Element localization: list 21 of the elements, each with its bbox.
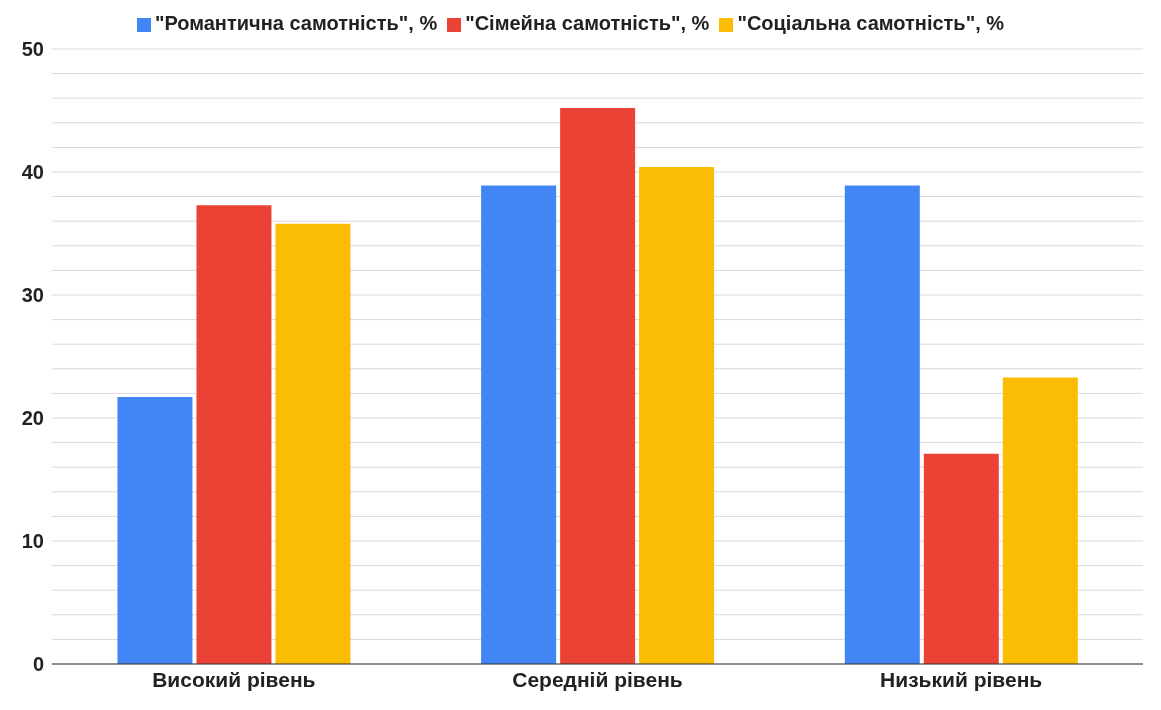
x-tick-label: Високий рівень: [152, 667, 316, 691]
y-tick-label: 50: [21, 38, 44, 61]
x-tick-label: Низький рівень: [880, 667, 1043, 691]
bar: [639, 167, 715, 664]
bar: [844, 185, 920, 664]
bar: [481, 185, 557, 664]
bar: [117, 397, 193, 664]
y-tick-label: 40: [21, 161, 44, 184]
y-tick-label: 30: [21, 284, 44, 307]
bar: [1002, 377, 1078, 664]
legend-label: "Романтична самотність", %: [154, 12, 438, 34]
bar: [923, 453, 999, 664]
y-tick-label: 0: [32, 653, 44, 676]
y-tick-label: 20: [21, 407, 44, 430]
bar: [560, 108, 636, 664]
legend-label: "Сімейна самотність", %: [465, 12, 710, 34]
bar: [275, 223, 351, 664]
x-tick-label: Середній рівень: [512, 667, 683, 691]
bar: [196, 205, 272, 664]
y-tick-label: 10: [21, 530, 44, 553]
legend-label: "Соціальна самотність", %: [737, 12, 1005, 34]
